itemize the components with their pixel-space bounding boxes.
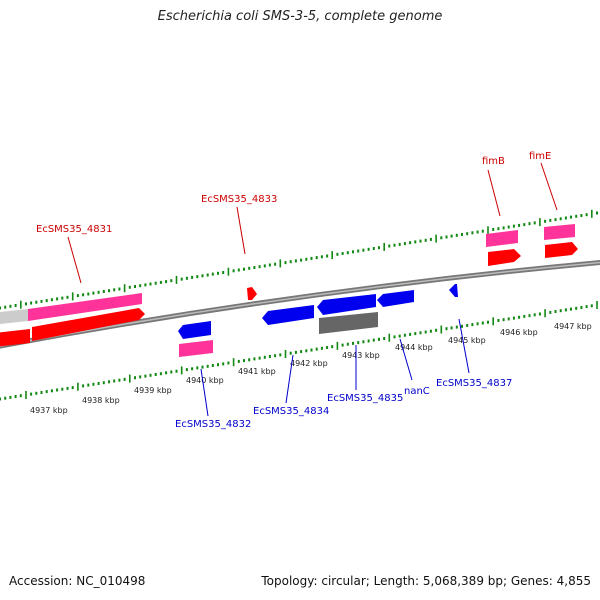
feature-cds-ecsms35-4831[interactable] [0,329,30,347]
forward-scale-ticks [0,209,598,310]
scale-label: 4944 kbp [395,343,433,352]
scale-label: 4942 kbp [290,359,328,368]
scale-label: 4941 kbp [238,367,276,376]
feature-pseudo-ecsms35-4835[interactable] [319,312,378,334]
gene-label[interactable]: EcSMS35_4835 [327,393,403,404]
leader-line [487,169,501,217]
scale-label: 4937 kbp [30,406,68,415]
feature-cds-fimb[interactable] [488,249,521,266]
scale-label: 4940 kbp [186,376,224,385]
scale-label: 4938 kbp [82,396,120,405]
forward-leader-lines [67,162,558,284]
feature-gene-ecsms35-4831[interactable] [0,309,28,325]
reverse-scale-ticks [0,301,598,401]
feature-cds-ecsms35-4833[interactable] [247,287,257,300]
scale-label: 4943 kbp [342,351,380,360]
feature-cds-ecsms35-4837[interactable] [449,284,458,297]
leader-line [285,354,294,404]
reverse-leader-lines [200,318,470,417]
accession-text: Accession: NC_010498 [9,574,146,588]
leader-line [200,368,209,417]
gene-label[interactable]: EcSMS35_4834 [253,406,329,417]
feature-cds-ecsms35-4834[interactable] [262,305,314,325]
feature-cds-ecsms35-4832[interactable] [178,321,211,339]
leader-line [67,236,82,284]
gene-label[interactable]: EcSMS35_4831 [36,224,112,235]
gene-label[interactable]: EcSMS35_4837 [436,378,512,389]
leader-line [458,318,470,374]
gene-label[interactable]: EcSMS35_4833 [201,194,277,205]
leader-line [399,338,413,381]
map-title: Escherichia coli SMS-3-5, complete genom… [157,9,443,24]
scale-label: 4939 kbp [134,386,172,395]
genome-backbone-highlight [0,261,600,347]
gene-label[interactable]: nanC [404,386,430,397]
feature-cds-ecsms35-4835[interactable] [317,294,376,315]
scale-label: 4946 kbp [500,328,538,337]
feature-gene-ecsms35-4832[interactable] [179,340,213,357]
feature-cds-fime[interactable] [545,242,578,258]
gene-label[interactable]: fimE [529,151,551,162]
feature-gene-fime[interactable] [544,224,575,240]
feature-gene-ecsms35-4831[interactable] [28,293,142,321]
feature-cds-ecsms35-4831[interactable] [32,308,145,341]
leader-line [236,206,246,255]
feature-cds-nanc[interactable] [377,290,414,307]
scale-label: 4945 kbp [448,336,486,345]
feature-gene-fimb[interactable] [486,230,518,247]
leader-line [540,162,558,211]
genome-summary-text: Topology: circular; Length: 5,068,389 bp… [261,574,591,588]
gene-label[interactable]: fimB [482,156,505,167]
scale-label: 4947 kbp [554,322,592,331]
gene-label[interactable]: EcSMS35_4832 [175,419,251,430]
